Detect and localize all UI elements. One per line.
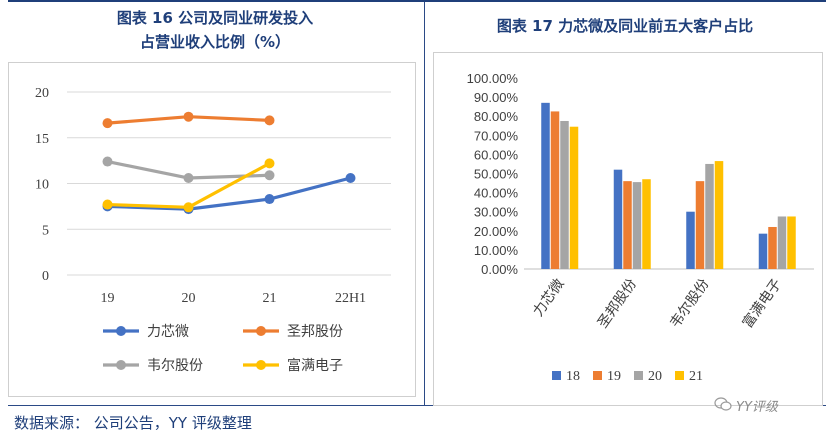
legend-label: 富满电子 bbox=[287, 357, 343, 374]
bar bbox=[613, 169, 623, 269]
y-tick-label: 70.00% bbox=[474, 128, 519, 143]
legend-marker bbox=[256, 360, 266, 370]
y-tick-label: 40.00% bbox=[474, 186, 519, 201]
legend-label: 18 bbox=[566, 369, 580, 384]
bar bbox=[623, 181, 632, 269]
bar bbox=[541, 102, 550, 269]
bottom-rule bbox=[8, 405, 826, 406]
bar-chart-panel: 0.00% 10.00% 20.00% 30.00% 40.00% 50.00% 60.00… bbox=[433, 52, 823, 406]
data-point bbox=[102, 118, 113, 129]
series-line bbox=[107, 176, 351, 211]
legend-swatch bbox=[593, 371, 602, 380]
y-tick-label: 100.00% bbox=[467, 71, 519, 86]
x-tick-label: 韦尔股份 bbox=[667, 276, 712, 331]
data-point bbox=[102, 156, 113, 167]
y-tick-label: 10 bbox=[35, 178, 49, 193]
bar bbox=[642, 179, 651, 269]
left-title-line2: 占营业收入比例（%） bbox=[139, 33, 291, 51]
top-rule bbox=[8, 0, 826, 2]
data-point bbox=[102, 199, 113, 210]
legend-label: 力芯微 bbox=[147, 324, 189, 340]
bar bbox=[777, 216, 787, 269]
bar bbox=[768, 226, 777, 269]
bar bbox=[758, 233, 768, 269]
data-point bbox=[264, 170, 275, 181]
data-point bbox=[264, 115, 275, 126]
data-point bbox=[345, 173, 356, 184]
bar bbox=[787, 216, 796, 269]
legend-marker bbox=[256, 326, 266, 336]
x-tick-label: 21 bbox=[263, 291, 277, 306]
bar bbox=[560, 120, 569, 269]
y-tick-label: 30.00% bbox=[474, 205, 519, 220]
x-tick-label: 富满电子 bbox=[739, 276, 785, 332]
y-tick-label: 10.00% bbox=[474, 243, 519, 258]
y-tick-label: 90.00% bbox=[474, 90, 519, 105]
legend-marker bbox=[116, 360, 126, 370]
bar bbox=[632, 182, 642, 269]
right-chart-title: 图表 17 力芯微及同业前五大客户占比 bbox=[496, 17, 754, 35]
data-point bbox=[264, 194, 275, 205]
legend-swatch bbox=[552, 371, 561, 380]
watermark: YY评级 bbox=[714, 396, 778, 415]
data-point bbox=[183, 202, 194, 213]
y-tick-label: 15 bbox=[35, 132, 49, 147]
bar bbox=[569, 126, 579, 269]
data-point bbox=[183, 111, 194, 122]
y-tick-label: 80.00% bbox=[474, 109, 519, 124]
y-tick-label: 60.00% bbox=[474, 147, 519, 162]
legend-label: 21 bbox=[689, 369, 703, 384]
watermark-text: YY评级 bbox=[736, 400, 778, 415]
legend-label: 圣邦股份 bbox=[287, 324, 343, 340]
wechat-icon bbox=[714, 396, 732, 415]
bar bbox=[695, 181, 705, 269]
y-tick-label: 0 bbox=[42, 269, 49, 284]
bar bbox=[686, 211, 695, 269]
left-chart-title: 图表 16 公司及同业研发投入 占营业收入比例（%） bbox=[30, 6, 400, 54]
legend-swatch bbox=[634, 371, 643, 380]
y-tick-label: 20.00% bbox=[474, 224, 519, 239]
bar bbox=[550, 111, 560, 269]
x-tick-label: 20 bbox=[182, 291, 196, 306]
y-tick-label: 20 bbox=[35, 86, 49, 101]
legend-label: 19 bbox=[607, 369, 621, 384]
line-chart-panel: 0 5 10 15 20 19 20 21 22H1 力芯微 圣邦股份韦尔股份 富满电子 bbox=[8, 62, 416, 397]
x-tick-label: 19 bbox=[101, 291, 115, 306]
left-title-line1: 图表 16 公司及同业研发投入 bbox=[116, 9, 314, 27]
legend-label: 20 bbox=[648, 369, 662, 384]
panel-separator bbox=[424, 2, 425, 405]
y-tick-label: 5 bbox=[42, 223, 49, 238]
legend-swatch bbox=[675, 371, 684, 380]
bar bbox=[714, 161, 724, 269]
x-tick-label: 22H1 bbox=[335, 291, 366, 306]
legend-marker bbox=[116, 326, 126, 336]
data-point bbox=[264, 158, 275, 169]
x-tick-label: 力芯微 bbox=[530, 276, 567, 320]
y-tick-label: 50.00% bbox=[474, 167, 519, 182]
bar bbox=[705, 163, 714, 269]
data-point bbox=[183, 173, 194, 184]
bar-chart: 0.00% 10.00% 20.00% 30.00% 40.00% 50.00% 60.00… bbox=[467, 71, 814, 384]
legend-label: 韦尔股份 bbox=[147, 358, 203, 374]
source-note: 数据来源： 公司公告，YY 评级整理 bbox=[14, 414, 252, 432]
y-tick-label: 0.00% bbox=[481, 262, 518, 277]
x-tick-label: 圣邦股份 bbox=[595, 276, 640, 331]
